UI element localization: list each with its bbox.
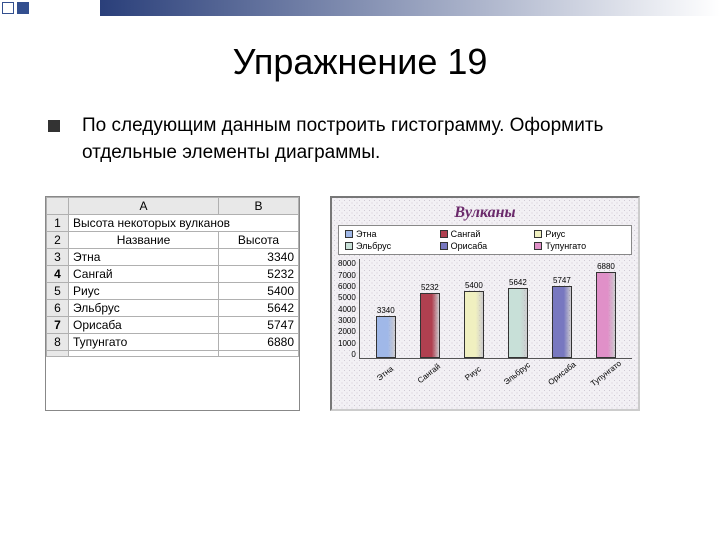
instruction-text: По следующим данным построить гистограмм… [48,113,660,166]
instruction-body: По следующим данным построить гистограмм… [82,113,660,166]
chart-title: Вулканы [338,204,632,222]
square-icon [2,2,14,14]
legend-item: Сангай [440,229,531,239]
x-axis: ЭтнаСангайРиусЭльбрусОрисабаТупунгато [359,359,632,378]
bar: 5232 [411,283,449,358]
bar-chart: Вулканы Этна СангайРиус Эльбрус ОрисабаТупу… [330,196,640,411]
legend-item: Тупунгато [534,241,625,251]
legend-item: Этна [345,229,436,239]
gradient-bar [100,0,720,16]
square-icon [17,2,29,14]
legend-item: Эльбрус [345,241,436,251]
bars-area: 334052325400564257476880 [359,259,632,359]
bullet-icon [48,120,60,132]
bar: 5400 [455,281,493,359]
chart-legend: Этна СангайРиус Эльбрус ОрисабаТупунгато [338,225,632,255]
y-axis: 010002000300040005000600070008000 [338,259,359,359]
legend-item: Орисаба [440,241,531,251]
bar: 5642 [499,278,537,359]
legend-item: Риус [534,229,625,239]
bar: 6880 [587,262,625,358]
bar: 5747 [543,276,581,358]
page-title: Упражнение 19 [0,41,720,83]
spreadsheet: AB1Высота некоторых вулканов2НазваниеВыс… [45,196,300,411]
bar: 3340 [367,306,405,358]
top-decoration [0,0,720,16]
